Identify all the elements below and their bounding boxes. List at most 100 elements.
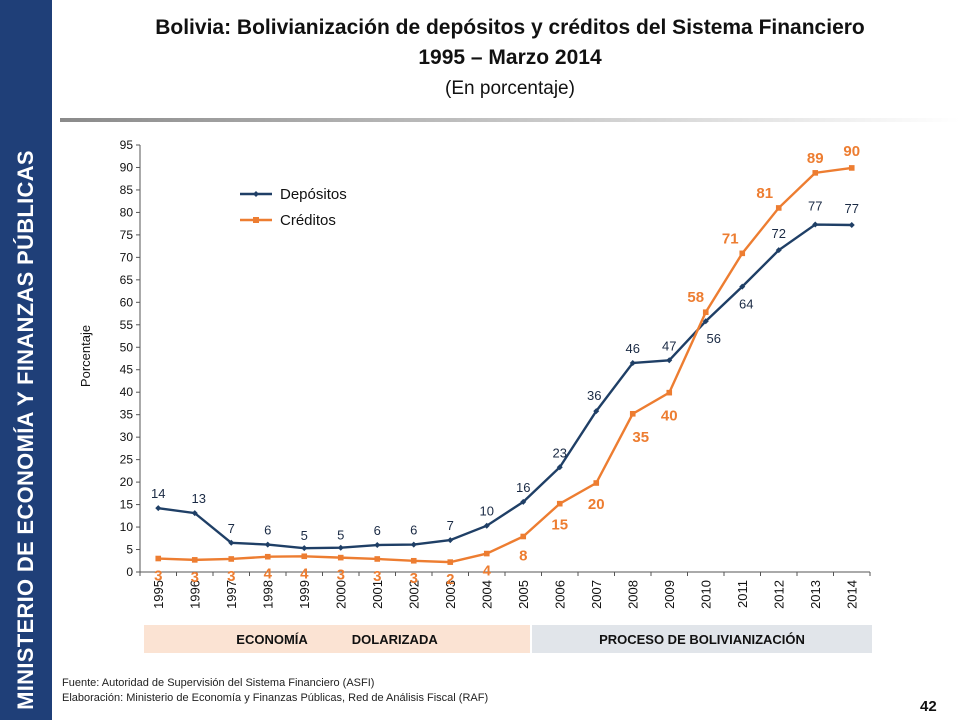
creditos-data-label: 3 xyxy=(154,568,162,585)
creditos-data-label: 3 xyxy=(191,569,199,586)
creditos-marker xyxy=(666,389,673,396)
creditos-marker xyxy=(374,556,381,562)
legend-depositos-marker xyxy=(253,191,259,197)
depositos-data-label: 36 xyxy=(587,388,601,403)
y-tick-label: 25 xyxy=(120,453,134,467)
depositos-data-label: 7 xyxy=(447,518,454,533)
depositos-marker xyxy=(155,505,162,512)
y-tick-label: 5 xyxy=(126,543,133,557)
x-tick-label: 2007 xyxy=(589,580,604,609)
y-tick-label: 45 xyxy=(120,363,134,377)
depositos-data-label: 5 xyxy=(337,528,344,543)
creditos-marker xyxy=(520,533,527,540)
x-tick-label: 2006 xyxy=(552,580,567,609)
y-tick-label: 30 xyxy=(120,430,134,444)
x-tick-label: 2014 xyxy=(844,580,859,609)
creditos-marker xyxy=(848,165,855,171)
depositos-data-label: 6 xyxy=(374,523,381,538)
creditos-data-label: 20 xyxy=(588,496,605,513)
y-tick-label: 75 xyxy=(120,228,134,242)
creditos-data-label: 3 xyxy=(227,568,235,585)
ministry-name: MINISTERIO DE ECONOMÍA Y FINANZAS PÚBLIC… xyxy=(13,150,38,710)
y-tick-label: 90 xyxy=(120,160,134,174)
x-tick-label: 2000 xyxy=(333,580,348,609)
x-tick-label: 2010 xyxy=(698,580,713,609)
depositos-data-label: 77 xyxy=(845,201,859,216)
depositos-data-label: 5 xyxy=(301,528,308,543)
depositos-data-label: 10 xyxy=(480,504,494,519)
creditos-data-label: 3 xyxy=(337,567,345,584)
band-dollarized-economy: ECONOMÍA DOLARIZADA xyxy=(144,625,530,653)
line-chart: 0510152025303540455055606570758085909519… xyxy=(78,138,871,609)
depositos-data-label: 7 xyxy=(228,521,235,536)
depositos-data-label: 16 xyxy=(516,480,530,495)
creditos-data-label: 8 xyxy=(519,547,527,564)
creditos-marker xyxy=(264,553,271,560)
legend-creditos-marker xyxy=(253,217,259,223)
ministry-sidebar: MINISTERIO DE ECONOMÍA Y FINANZAS PÚBLIC… xyxy=(0,0,52,720)
creditos-data-label: 81 xyxy=(756,185,773,202)
y-tick-label: 0 xyxy=(126,565,133,579)
depositos-data-label: 64 xyxy=(739,297,753,312)
x-tick-label: 1997 xyxy=(224,580,239,609)
depositos-marker xyxy=(374,542,381,549)
y-tick-label: 35 xyxy=(120,408,134,422)
band-left-word1: ECONOMÍA xyxy=(236,631,308,647)
creditos-data-label: 3 xyxy=(373,568,381,585)
x-tick-label: 2004 xyxy=(479,580,494,609)
x-tick-label: 2008 xyxy=(625,580,640,609)
depositos-data-label: 47 xyxy=(662,338,676,353)
y-tick-label: 70 xyxy=(120,250,134,264)
depositos-marker xyxy=(228,539,235,546)
depositos-marker xyxy=(520,498,527,505)
y-tick-label: 55 xyxy=(120,318,134,332)
chart-title-line1: Bolivia: Bolivianización de depósitos y … xyxy=(155,16,865,39)
legend-depositos-label: Depósitos xyxy=(280,186,347,203)
x-tick-label: 2005 xyxy=(516,580,531,609)
depositos-data-label: 23 xyxy=(553,445,567,460)
creditos-data-label: 15 xyxy=(551,517,568,534)
depositos-marker xyxy=(702,318,709,325)
creditos-marker xyxy=(812,170,819,176)
x-tick-label: 2009 xyxy=(662,580,677,609)
page-number: 42 xyxy=(920,698,937,715)
depositos-marker xyxy=(264,541,271,548)
depositos-data-label: 46 xyxy=(626,341,640,356)
depositos-marker xyxy=(812,221,819,228)
y-tick-label: 40 xyxy=(120,385,134,399)
depositos-marker xyxy=(483,522,490,529)
depositos-marker xyxy=(337,544,344,551)
creditos-marker xyxy=(301,553,308,560)
creditos-marker xyxy=(410,557,417,564)
depositos-data-label: 6 xyxy=(410,523,417,538)
creditos-data-label: 35 xyxy=(632,429,649,446)
creditos-data-label: 3 xyxy=(410,570,418,587)
x-tick-label: 2012 xyxy=(771,580,786,609)
creditos-line xyxy=(158,166,852,564)
band-bolivianization-process: PROCESO DE BOLIVIANIZACIÓN xyxy=(532,625,872,653)
x-tick-label: 2002 xyxy=(406,580,421,609)
creditos-marker xyxy=(447,559,454,565)
creditos-data-label: 4 xyxy=(264,566,273,583)
depositos-marker xyxy=(556,464,563,471)
x-tick-label: 2001 xyxy=(370,580,385,609)
chart-subtitle: (En porcentaje) xyxy=(445,78,575,99)
depositos-marker xyxy=(301,545,308,552)
y-tick-label: 50 xyxy=(120,340,134,354)
x-tick-label: 1996 xyxy=(187,580,202,609)
creditos-marker xyxy=(337,554,344,561)
y-tick-label: 15 xyxy=(120,498,134,512)
creditos-marker xyxy=(228,556,235,562)
y-tick-label: 20 xyxy=(120,475,134,489)
x-tick-label: 1995 xyxy=(151,580,166,609)
depositos-marker xyxy=(629,359,636,366)
creditos-marker xyxy=(593,480,600,486)
depositos-data-label: 6 xyxy=(264,523,271,538)
creditos-marker xyxy=(702,309,709,316)
creditos-marker xyxy=(739,250,746,257)
creditos-data-label: 2 xyxy=(446,571,454,588)
y-tick-label: 85 xyxy=(120,183,134,197)
source-note: Fuente: Autoridad de Supervisión del Sis… xyxy=(62,677,375,689)
x-tick-label: 2003 xyxy=(443,580,458,609)
y-tick-label: 95 xyxy=(120,138,134,152)
